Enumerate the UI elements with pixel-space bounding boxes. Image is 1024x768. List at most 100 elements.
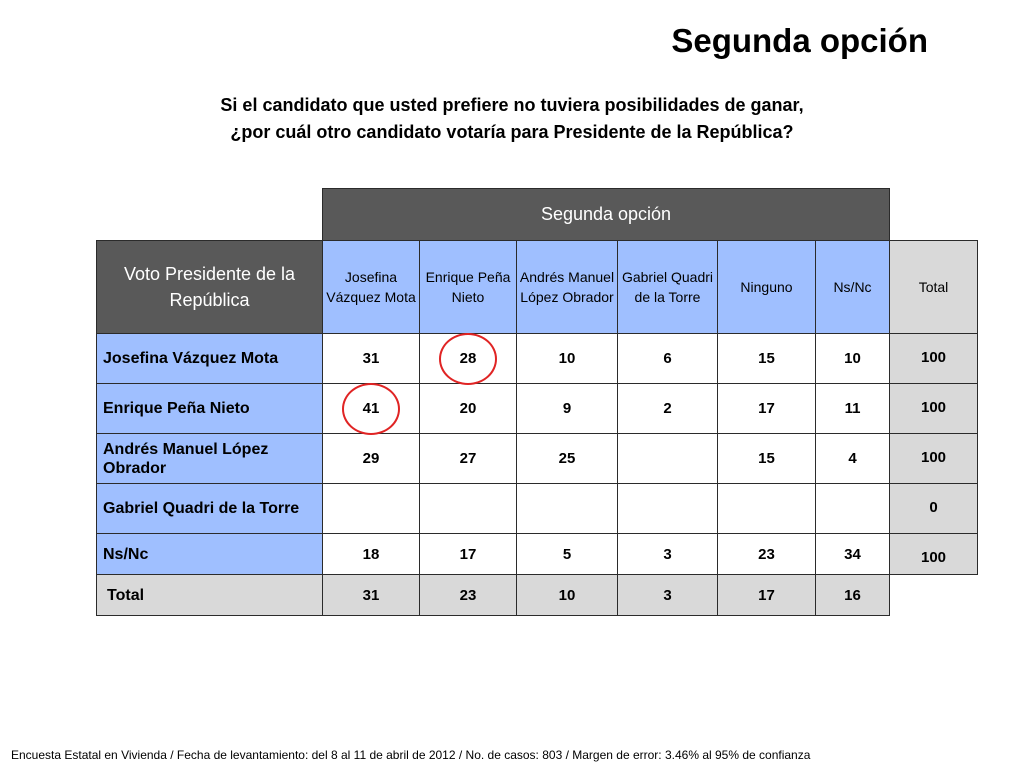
row-total-text: 100 bbox=[920, 549, 947, 566]
row-label-text: Enrique Peña Nieto bbox=[103, 400, 250, 417]
highlight-circle bbox=[341, 383, 400, 435]
table-cell-text: 34 bbox=[844, 545, 861, 563]
row-total-text: 100 bbox=[920, 399, 947, 416]
table-cell: 4 bbox=[815, 433, 890, 484]
column-header: Ns/Nc bbox=[815, 240, 890, 334]
table-cell-text: 3 bbox=[663, 545, 672, 563]
group-header-text: Segunda opción bbox=[540, 204, 672, 224]
table-cell bbox=[617, 483, 718, 534]
total-row-cell-text: 16 bbox=[844, 586, 861, 604]
table-cell: 18 bbox=[322, 533, 420, 575]
table-cell-text: 10 bbox=[558, 350, 576, 367]
total-row-label-text: Total bbox=[107, 587, 145, 604]
table-cell-text: 31 bbox=[362, 350, 380, 367]
column-header: Gabriel Quadri de la Torre bbox=[617, 240, 718, 334]
table-cell-text: 6 bbox=[663, 350, 672, 367]
row-total: 100 bbox=[889, 433, 978, 484]
table-cell: 20 bbox=[419, 383, 517, 434]
total-row-cell-text: 10 bbox=[558, 586, 576, 604]
row-total: 0 bbox=[889, 483, 978, 534]
column-header: Josefina Vázquez Mota bbox=[322, 240, 420, 334]
table-cell: 34 bbox=[815, 533, 890, 575]
row-label: Ns/Nc bbox=[96, 533, 323, 575]
row-total-text: 0 bbox=[929, 499, 938, 516]
table-cell: 29 bbox=[322, 433, 420, 484]
row-header: Voto Presidente de la República bbox=[96, 240, 323, 334]
total-column-header: Total bbox=[889, 240, 978, 334]
group-header: Segunda opción bbox=[322, 188, 890, 241]
table-cell-text: 5 bbox=[562, 545, 572, 563]
total-row-label: Total bbox=[96, 574, 323, 616]
row-total: 100 bbox=[889, 383, 978, 434]
column-header-text: Andrés Manuel López Obrador bbox=[519, 269, 615, 305]
table-cell: 2 bbox=[617, 383, 718, 434]
row-label-text: Josefina Vázquez Mota bbox=[103, 350, 279, 367]
table-cell: 25 bbox=[516, 433, 618, 484]
column-header-text: Enrique Peña Nieto bbox=[425, 269, 511, 305]
table-cell: 3 bbox=[617, 533, 718, 575]
row-total: 100 bbox=[889, 333, 978, 384]
table-cell-text: 11 bbox=[844, 400, 861, 417]
table-cell: 17 bbox=[717, 383, 816, 434]
table-cell: 15 bbox=[717, 433, 816, 484]
total-row-cell: 31 bbox=[322, 574, 420, 616]
column-header-text: Gabriel Quadri de la Torre bbox=[621, 269, 714, 305]
table-cell-text: 25 bbox=[558, 450, 576, 467]
row-label: Gabriel Quadri de la Torre bbox=[96, 483, 323, 534]
column-header-text: Ns/Nc bbox=[833, 279, 872, 295]
total-row-cell: 16 bbox=[815, 574, 890, 616]
row-label: Andrés Manuel López Obrador bbox=[96, 433, 323, 484]
row-header-text: Voto Presidente de la República bbox=[123, 264, 296, 310]
total-row-cell-text: 23 bbox=[459, 586, 477, 604]
total-row-cell-text: 17 bbox=[758, 586, 775, 604]
table-cell-text: 29 bbox=[362, 450, 380, 467]
total-column-header-text: Total bbox=[918, 279, 949, 295]
table-cell: 15 bbox=[717, 333, 816, 384]
table-cell-text: 18 bbox=[362, 545, 380, 563]
table-cell-text: 9 bbox=[562, 400, 572, 417]
row-total-text: 100 bbox=[920, 449, 947, 466]
row-label-text: Andrés Manuel López Obrador bbox=[103, 440, 269, 477]
table-cell bbox=[815, 483, 890, 534]
column-header: Andrés Manuel López Obrador bbox=[516, 240, 618, 334]
total-row-cell: 10 bbox=[516, 574, 618, 616]
table-cell bbox=[617, 433, 718, 484]
table-cell bbox=[717, 483, 816, 534]
survey-question: Si el candidato que usted prefiere no tu… bbox=[0, 92, 1024, 146]
table-cell: 11 bbox=[815, 383, 890, 434]
table-cell-text: 17 bbox=[459, 545, 477, 563]
question-line-1: Si el candidato que usted prefiere no tu… bbox=[220, 95, 804, 115]
table-cell-text: 23 bbox=[758, 545, 775, 563]
table-cell bbox=[322, 483, 420, 534]
table-cell-text: 17 bbox=[758, 400, 775, 417]
column-header-text: Ninguno bbox=[740, 279, 793, 295]
table-cell: 27 bbox=[419, 433, 517, 484]
total-row-cell: 3 bbox=[617, 574, 718, 616]
table-cell-text: 15 bbox=[758, 450, 775, 467]
row-total: 100 bbox=[889, 533, 978, 575]
table-cell-text: 2 bbox=[663, 400, 672, 417]
table-cell-text: 20 bbox=[459, 400, 477, 417]
table-cell-text: 27 bbox=[459, 450, 477, 467]
column-header-text: Josefina Vázquez Mota bbox=[326, 269, 416, 305]
table-cell: 17 bbox=[419, 533, 517, 575]
total-row-cell: 17 bbox=[717, 574, 816, 616]
table-cell-text: 15 bbox=[758, 350, 775, 367]
row-label-text: Gabriel Quadri de la Torre bbox=[103, 500, 300, 517]
table-cell-text: 10 bbox=[844, 350, 861, 367]
table-cell: 31 bbox=[322, 333, 420, 384]
question-line-2: ¿por cuál otro candidato votaría para Pr… bbox=[230, 122, 794, 142]
row-label-text: Ns/Nc bbox=[103, 545, 149, 563]
table-cell: 23 bbox=[717, 533, 816, 575]
survey-footnote: Encuesta Estatal en Vivienda / Fecha de … bbox=[11, 748, 811, 762]
table-cell bbox=[419, 483, 517, 534]
page-title: Segunda opción bbox=[671, 22, 928, 59]
table-cell: 6 bbox=[617, 333, 718, 384]
table-cell: 10 bbox=[516, 333, 618, 384]
table-cell-text: 4 bbox=[848, 450, 857, 467]
total-row-cell-text: 31 bbox=[362, 586, 380, 604]
total-row-cell: 23 bbox=[419, 574, 517, 616]
table-cell: 9 bbox=[516, 383, 618, 434]
total-row-cell-text: 3 bbox=[663, 586, 672, 604]
row-label: Enrique Peña Nieto bbox=[96, 383, 323, 434]
